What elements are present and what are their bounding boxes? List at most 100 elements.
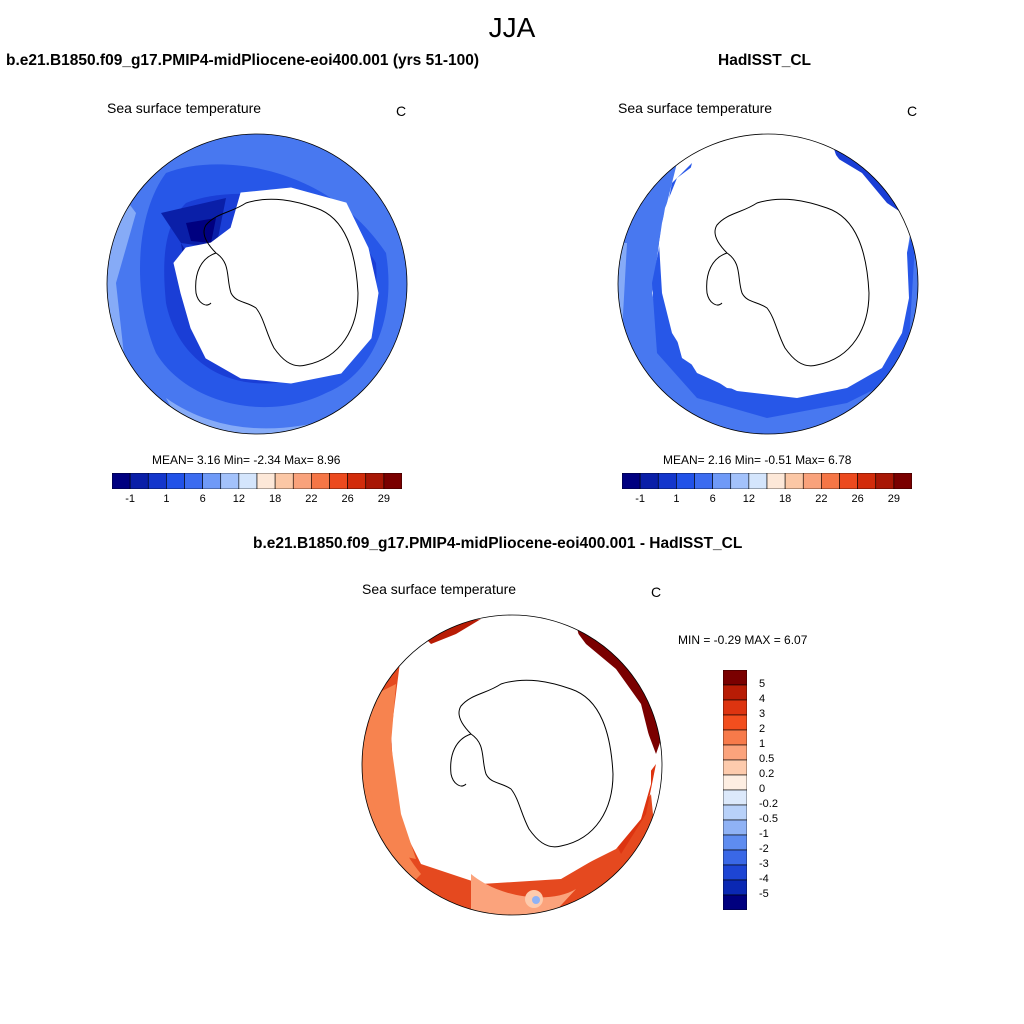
colorbar-tick-label: 12: [232, 493, 245, 505]
colorbar-swatch: [723, 670, 747, 686]
colorbar-swatch: [748, 473, 768, 489]
colorbar-swatch: [147, 473, 167, 489]
colorbar-swatch: [639, 473, 659, 489]
panel-1-map-border: [106, 133, 408, 435]
colorbar-swatch: [723, 684, 747, 701]
sea-ice-mask: [173, 187, 379, 384]
colorbar-swatch: [220, 473, 240, 489]
colorbar-tick-label: -1: [759, 828, 769, 840]
colorbar-tick-label: 6: [709, 493, 716, 505]
panel-1-units: C: [396, 103, 407, 119]
colorbar-tick-label: -0.5: [759, 813, 778, 825]
colorbar-swatch: [166, 473, 185, 489]
panel-2-variable: Sea surface temperature: [618, 100, 773, 116]
sst-diff-field-west-inner: [366, 684, 416, 859]
colorbar-swatch: [129, 473, 149, 489]
colorbar-tick-label: 1: [673, 493, 680, 505]
colorbar-swatch: [723, 804, 747, 821]
colorbar-tick-label: 0: [759, 783, 766, 795]
colorbar-swatch: [875, 473, 895, 489]
panel-2-colorbar: [622, 473, 912, 489]
colorbar-tick-label: -0.2: [759, 798, 778, 810]
colorbar-tick-label: -2: [759, 843, 769, 855]
colorbar-tick-label: 29: [887, 493, 900, 505]
colorbar-swatch: [723, 774, 747, 791]
colorbar-swatch: [676, 473, 695, 489]
panel-3-map-border: [361, 614, 663, 916]
sea-ice-mask: [405, 624, 651, 876]
colorbar-tick-label: 18: [269, 493, 282, 505]
colorbar-tick-label: 3: [759, 708, 766, 720]
colorbar-tick-label: -3: [759, 858, 769, 870]
colorbar-tick-label: 5: [759, 678, 766, 690]
sst-diff-field-north: [421, 619, 481, 644]
colorbar-swatch: [730, 473, 750, 489]
colorbar-tick-label: 6: [199, 493, 206, 505]
colorbar-swatch: [723, 834, 747, 851]
colorbar-swatch: [821, 473, 840, 489]
colorbar-swatch: [347, 473, 367, 489]
colorbar-swatch: [723, 729, 747, 746]
colorbar-swatch: [712, 473, 732, 489]
antarctica-coastline: [706, 198, 870, 367]
colorbar-tick-label: 2: [759, 723, 766, 735]
colorbar-tick-label: -5: [759, 888, 769, 900]
colorbar-swatch: [893, 473, 912, 489]
panel-2-map-border: [617, 133, 919, 435]
colorbar-tick-label: 22: [305, 493, 318, 505]
colorbar-swatch: [657, 473, 677, 489]
colorbar-swatch: [723, 879, 747, 896]
sea-ice-mask: [659, 138, 909, 398]
colorbar-swatch: [238, 473, 258, 489]
colorbar-swatch: [184, 473, 203, 489]
panel-1-polar-map: [106, 133, 408, 435]
figure-title: JJA: [488, 12, 536, 43]
panel-1-title: b.e21.B1850.f09_g17.PMIP4-midPliocene-eo…: [6, 52, 479, 69]
colorbar-swatch: [723, 849, 747, 866]
colorbar-swatch: [766, 473, 786, 489]
sst-diff-field-negative-spot: [532, 896, 540, 904]
sst-field-weddell-core: [186, 218, 216, 243]
panel-3-units: C: [651, 584, 662, 600]
sst-diff-field-south: [471, 874, 576, 915]
antarctica-coastline: [450, 679, 614, 848]
colorbar-tick-label: -4: [759, 873, 769, 885]
colorbar-swatch: [365, 473, 385, 489]
colorbar-swatch: [622, 473, 641, 489]
colorbar-tick-label: 0.2: [759, 768, 775, 780]
colorbar-swatch: [329, 473, 348, 489]
colorbar-swatch: [723, 819, 747, 836]
panel-3-polar-map: [361, 614, 663, 916]
colorbar-swatch: [723, 714, 747, 731]
colorbar-swatch: [839, 473, 858, 489]
colorbar-swatch: [292, 473, 312, 489]
panel-1-stats: MEAN= 3.16 Min= -2.34 Max= 8.96: [152, 453, 341, 467]
colorbar-tick-label: 26: [851, 493, 864, 505]
panel-2-polar-map: [617, 133, 919, 435]
colorbar-tick-label: 26: [341, 493, 354, 505]
colorbar-tick-label: 29: [377, 493, 390, 505]
sst-field-ice-edge-ne: [832, 143, 902, 213]
colorbar-swatch: [723, 789, 747, 806]
colorbar-swatch: [112, 473, 131, 489]
colorbar-swatch: [723, 759, 747, 776]
colorbar-tick-label: 22: [815, 493, 828, 505]
panel-3-colorbar: [723, 670, 747, 910]
colorbar-swatch: [383, 473, 402, 489]
colorbar-tick-label: 1: [163, 493, 170, 505]
panel-2-stats: MEAN= 2.16 Min= -0.51 Max= 6.78: [663, 453, 852, 467]
colorbar-tick-label: 0.5: [759, 753, 775, 765]
panel-2-title: HadISST_CL: [718, 52, 812, 69]
colorbar-swatch: [802, 473, 822, 489]
colorbar-tick-label: 18: [779, 493, 792, 505]
colorbar-swatch: [694, 473, 713, 489]
colorbar-tick-label: -1: [125, 493, 136, 505]
colorbar-swatch: [274, 473, 294, 489]
colorbar-tick-label: -1: [635, 493, 646, 505]
colorbar-tick-label: 1: [759, 738, 766, 750]
colorbar-swatch: [723, 864, 747, 881]
panel-3-variable: Sea surface temperature: [362, 581, 517, 597]
panel-1-variable: Sea surface temperature: [107, 100, 262, 116]
colorbar-swatch: [784, 473, 804, 489]
panel-3-stats: MIN = -0.29 MAX = 6.07: [678, 633, 808, 647]
